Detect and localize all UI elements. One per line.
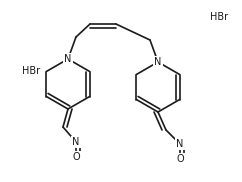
Text: O: O xyxy=(72,152,80,162)
Text: HBr: HBr xyxy=(210,12,228,22)
Text: N: N xyxy=(176,139,184,149)
Text: N: N xyxy=(154,57,162,67)
Text: O: O xyxy=(176,154,184,164)
Text: N: N xyxy=(64,54,72,64)
Text: HBr: HBr xyxy=(22,66,40,76)
Text: N: N xyxy=(72,137,80,147)
